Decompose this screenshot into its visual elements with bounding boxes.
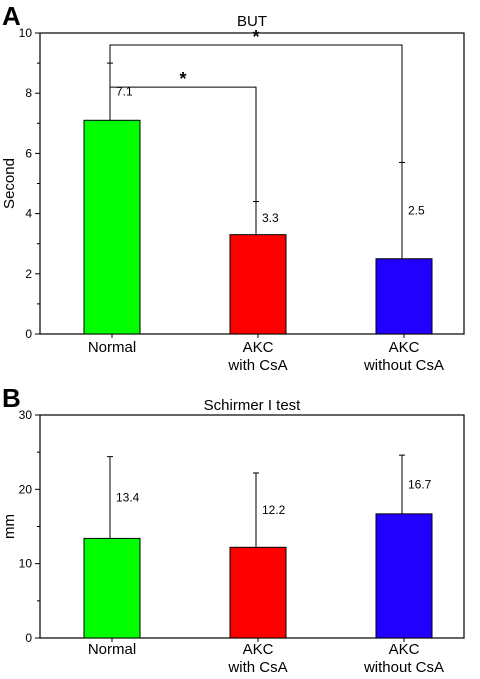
bar-1 [83, 119, 141, 335]
category-label: AKC without CsA [363, 641, 444, 676]
value-label: 3.3 [262, 211, 279, 225]
y-tick-label: 20 [19, 482, 33, 496]
value-label: 12.2 [262, 503, 286, 517]
significance-marker: * [252, 27, 259, 47]
category-label: Normal [88, 641, 136, 658]
category-label: Normal [88, 339, 136, 356]
category-label-line: AKC [243, 641, 274, 658]
bar-3 [375, 258, 433, 335]
y-axis-label: Second [1, 158, 18, 209]
panel-letter: B [2, 383, 21, 413]
category-label-line: without CsA [363, 659, 444, 676]
bar-2 [229, 234, 287, 335]
value-label: 13.4 [116, 491, 140, 505]
category-label: AKC with CsA [227, 641, 287, 676]
panel-letter: A [2, 1, 21, 31]
value-label: 2.5 [408, 204, 425, 218]
significance-marker: * [179, 69, 186, 89]
value-label: 16.7 [408, 478, 432, 492]
chart-title: BUT [237, 13, 267, 30]
y-axis-label: mm [1, 514, 18, 539]
significance-bracket [109, 86, 257, 202]
bar-3 [375, 513, 433, 639]
category-label-line: AKC [243, 339, 274, 356]
category-label: AKC with CsA [227, 339, 287, 374]
y-tick-label: 6 [25, 146, 32, 160]
category-label-line: AKC [389, 641, 420, 658]
y-tick-label: 2 [25, 267, 32, 281]
y-tick-label: 30 [19, 408, 33, 422]
chart-title: Schirmer I test [204, 397, 302, 414]
panel-b: B Schirmer I test 0 10 20 30 mm 13.4 Normal 12.2 A… [1, 383, 465, 676]
category-label: AKC without CsA [363, 339, 444, 374]
category-label-line: with CsA [227, 659, 287, 676]
significance-bracket [109, 44, 403, 163]
category-label-line: Normal [88, 339, 136, 356]
category-label-line: Normal [88, 641, 136, 658]
category-label-line: AKC [389, 339, 420, 356]
y-tick-label: 10 [19, 26, 33, 40]
y-tick-label: 4 [25, 207, 32, 221]
y-tick-label: 10 [19, 557, 33, 571]
bar-1 [83, 537, 141, 639]
category-label-line: without CsA [363, 357, 444, 374]
value-label: 7.1 [116, 85, 133, 99]
y-tick-label: 8 [25, 86, 32, 100]
y-tick-label: 0 [25, 327, 32, 341]
category-label-line: with CsA [227, 357, 287, 374]
bar-2 [229, 546, 287, 639]
y-tick-label: 0 [25, 631, 32, 645]
